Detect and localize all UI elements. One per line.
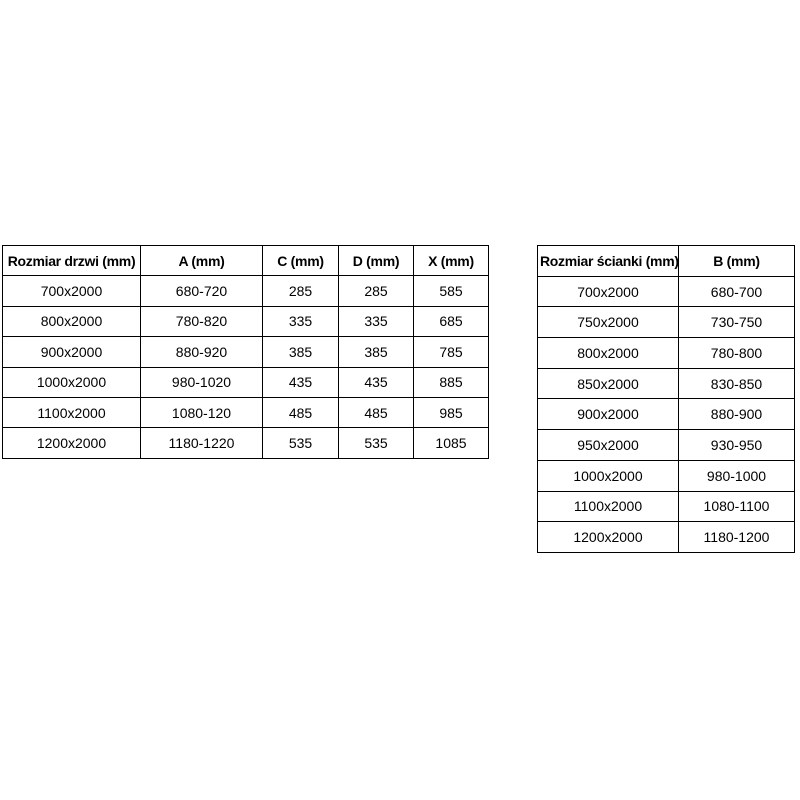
table-cell: 930-950 [678, 429, 795, 461]
table-cell: 900x2000 [2, 336, 141, 368]
table-cell: 685 [413, 305, 489, 338]
table-cell: 900x2000 [537, 398, 679, 431]
table-row: 900x2000 880-920 385 385 785 [2, 336, 489, 368]
table-row: 700x2000 680-720 285 285 585 [2, 275, 489, 307]
column-header: A (mm) [140, 244, 263, 277]
column-header: Rozmiar ścianki (mm) [537, 245, 679, 277]
table-cell: 680-700 [678, 275, 795, 308]
table-cell: 985 [413, 396, 489, 429]
header-row: Rozmiar ścianki (mm) B (mm) [537, 245, 795, 277]
column-header: D (mm) [338, 244, 414, 277]
table-cell: 780-800 [678, 337, 795, 369]
table-cell: 1180-1200 [678, 521, 795, 553]
column-header: Rozmiar drzwi (mm) [2, 244, 141, 277]
header-row: Rozmiar drzwi (mm) A (mm) C (mm) D (mm) X (m… [2, 244, 489, 277]
table-cell: 1080-1100 [678, 490, 795, 523]
table-cell: 1100x2000 [537, 490, 679, 523]
column-header: C (mm) [262, 244, 339, 277]
table-cell: 680-720 [140, 275, 263, 307]
table-row: 1100x2000 1080-120 485 485 985 [2, 396, 489, 429]
table-row: 800x2000 780-820 335 335 685 [2, 305, 489, 338]
table-cell: 830-850 [678, 367, 795, 400]
table-cell: 285 [338, 275, 414, 307]
table-cell: 1080-120 [140, 396, 263, 429]
table-cell: 435 [338, 366, 414, 398]
table-row: 950x2000 930-950 [537, 429, 795, 461]
column-header: B (mm) [678, 245, 795, 277]
table-cell: 880-900 [678, 398, 795, 431]
table-cell: 1100x2000 [2, 396, 141, 429]
table-row: 1000x2000 980-1020 435 435 885 [2, 366, 489, 398]
table-cell: 700x2000 [2, 275, 141, 307]
table-cell: 750x2000 [537, 306, 679, 339]
table-cell: 1200x2000 [2, 427, 141, 459]
table-cell: 385 [338, 336, 414, 368]
table-cell: 1000x2000 [2, 366, 141, 398]
table-cell: 800x2000 [2, 305, 141, 338]
table-row: 800x2000 780-800 [537, 337, 795, 369]
door-sizes-table-header: Rozmiar drzwi (mm) A (mm) C (mm) D (mm) X (m… [2, 244, 489, 277]
table-row: 700x2000 680-700 [537, 275, 795, 308]
table-row: 1200x2000 1180-1200 [537, 521, 795, 553]
table-cell: 485 [338, 396, 414, 429]
table-cell: 880-920 [140, 336, 263, 368]
table-cell: 980-1020 [140, 366, 263, 398]
table-row: 850x2000 830-850 [537, 367, 795, 400]
table-row: 900x2000 880-900 [537, 398, 795, 431]
table-cell: 950x2000 [537, 429, 679, 461]
table-cell: 850x2000 [537, 367, 679, 400]
table-cell: 385 [262, 336, 339, 368]
table-cell: 285 [262, 275, 339, 307]
wall-sizes-table: Rozmiar ścianki (mm) B (mm) 700x2000 680-7… [537, 245, 795, 553]
table-cell: 535 [262, 427, 339, 459]
table-cell: 485 [262, 396, 339, 429]
wall-sizes-table-header: Rozmiar ścianki (mm) B (mm) [537, 245, 795, 277]
table-cell: 435 [262, 366, 339, 398]
table-cell: 1200x2000 [537, 521, 679, 553]
table-cell: 1085 [413, 427, 489, 459]
wall-sizes-table-body: 700x2000 680-700 750x2000 730-750 800x2000 78… [537, 275, 795, 553]
table-cell: 335 [262, 305, 339, 338]
door-sizes-table-body: 700x2000 680-720 285 285 585 800x2000 780-820 3… [2, 275, 489, 459]
table-cell: 800x2000 [537, 337, 679, 369]
table-cell: 785 [413, 336, 489, 368]
table-row: 1000x2000 980-1000 [537, 459, 795, 492]
table-cell: 1180-1220 [140, 427, 263, 459]
table-cell: 535 [338, 427, 414, 459]
table-row: 1200x2000 1180-1220 535 535 1085 [2, 427, 489, 459]
door-sizes-table: Rozmiar drzwi (mm) A (mm) C (mm) D (mm) X (m… [2, 244, 489, 459]
table-row: 750x2000 730-750 [537, 306, 795, 339]
table-cell: 700x2000 [537, 275, 679, 308]
table-cell: 1000x2000 [537, 459, 679, 492]
table-cell: 335 [338, 305, 414, 338]
table-row: 1100x2000 1080-1100 [537, 490, 795, 523]
table-cell: 585 [413, 275, 489, 307]
table-cell: 885 [413, 366, 489, 398]
table-cell: 730-750 [678, 306, 795, 339]
table-cell: 780-820 [140, 305, 263, 338]
table-cell: 980-1000 [678, 459, 795, 492]
column-header: X (mm) [413, 244, 489, 277]
